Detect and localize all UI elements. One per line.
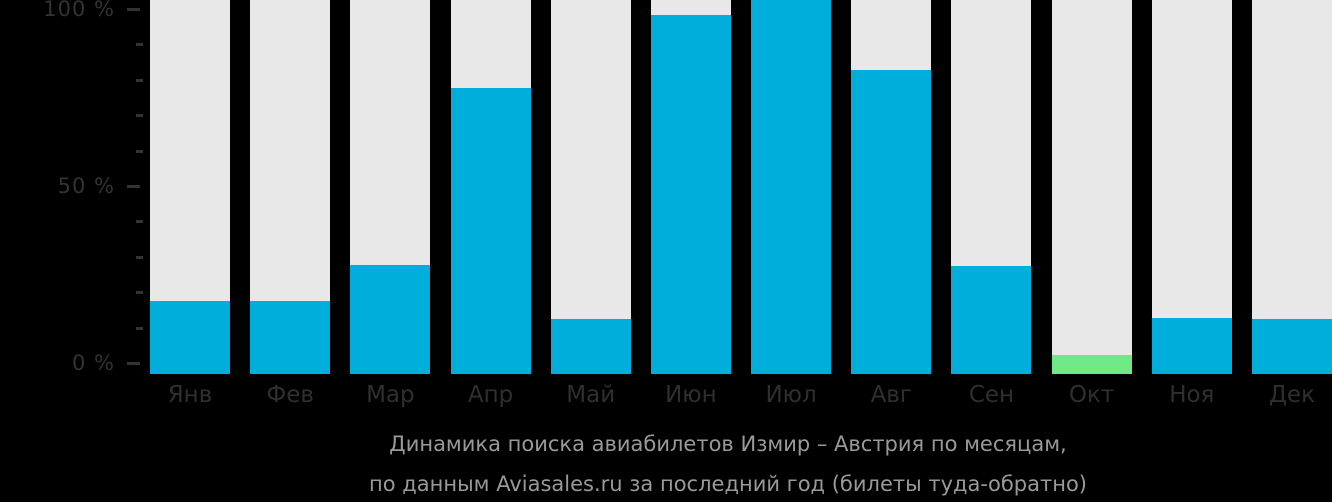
caption-line-2: по данным Aviasales.ru за последний год … [369, 472, 1087, 496]
y-axis-tick-90 [136, 43, 143, 47]
bar-group-Июл [751, 0, 832, 374]
bar-group-Фев [250, 0, 331, 374]
bar-group-Авг [851, 0, 932, 374]
y-axis-tick-40 [136, 220, 143, 224]
y-axis-label-100: 100 % [43, 0, 115, 21]
month-label-Июл: Июл [765, 382, 817, 408]
month-label-Апр: Апр [467, 382, 514, 408]
bar-fill [550, 319, 631, 374]
bar-fill [350, 265, 431, 374]
bar-group-Июн [650, 0, 731, 374]
bar-fill [650, 15, 731, 374]
y-axis-tick-50 [127, 185, 140, 188]
bar-track [1251, 0, 1332, 374]
month-label-Окт: Окт [1068, 382, 1115, 408]
bar-group-Май [550, 0, 631, 374]
month-label-Фев: Фев [266, 382, 314, 408]
bar-group-Ноя [1151, 0, 1232, 374]
caption: Динамика поиска авиабилетов Измир – Авст… [124, 424, 1332, 502]
bar-fill [1151, 318, 1232, 374]
month-label-Дек: Дек [1268, 382, 1315, 408]
bar-fill [751, 0, 832, 374]
bar-group-Сен [951, 0, 1032, 374]
bar-track [550, 0, 631, 374]
y-axis-tick-20 [136, 291, 143, 295]
y-axis-tick-100 [127, 8, 140, 11]
month-label-Май: Май [566, 382, 616, 408]
month-label-Авг: Авг [870, 382, 912, 408]
bar-group-Мар [350, 0, 431, 374]
y-axis-tick-10 [136, 326, 143, 330]
month-label-Мар: Мар [366, 382, 415, 408]
bar-track [1051, 0, 1132, 374]
bar-fill [450, 88, 531, 374]
bar-fill [1051, 355, 1132, 374]
bar-group-Окт [1051, 0, 1132, 374]
bar-fill [851, 70, 932, 374]
bar-group-Апр [450, 0, 531, 374]
caption-line-1: Динамика поиска авиабилетов Измир – Авст… [389, 432, 1067, 456]
bar-track [1151, 0, 1232, 374]
y-axis-tick-70 [136, 114, 143, 118]
y-axis-label-50: 50 % [57, 174, 115, 198]
y-axis-tick-60 [136, 149, 143, 153]
bar-fill [951, 266, 1032, 374]
month-label-Сен: Сен [968, 382, 1015, 408]
month-label-Янв: Янв [167, 382, 213, 408]
bar-fill [150, 301, 230, 374]
y-axis-tick-30 [136, 255, 143, 259]
month-label-Ноя: Ноя [1169, 382, 1215, 408]
bar-fill [1251, 319, 1332, 374]
y-axis-tick-80 [136, 78, 143, 82]
bar-group-Янв [150, 0, 230, 374]
bar-fill [250, 301, 331, 374]
y-axis-tick-0 [127, 362, 140, 365]
month-label-Июн: Июн [665, 382, 717, 408]
bar-group-Дек [1251, 0, 1332, 374]
y-axis-label-0: 0 % [72, 351, 115, 375]
